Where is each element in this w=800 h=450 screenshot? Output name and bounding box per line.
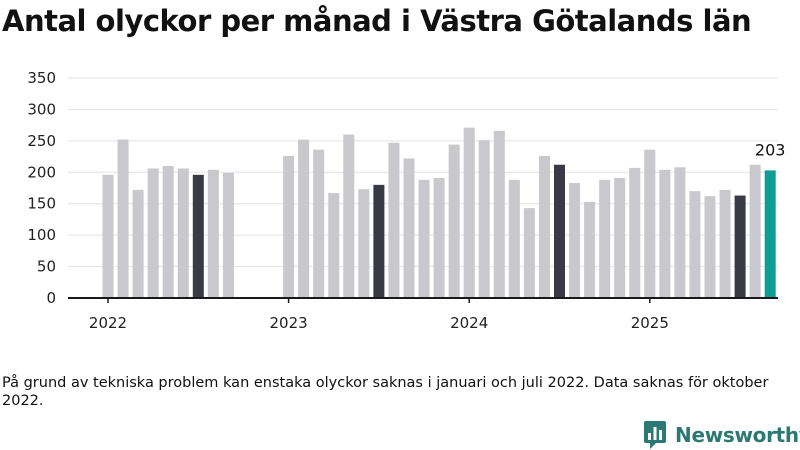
y-tick-label: 100 [27,226,56,244]
x-tick-label: 2023 [270,314,308,332]
y-tick-label: 350 [27,69,56,87]
bar [689,191,701,298]
bar [298,139,310,298]
bar [614,177,626,298]
y-tick-label: 200 [27,163,56,181]
brand-logo: Newsworthy [644,420,800,450]
y-tick-label: 150 [27,195,56,213]
bar [177,168,189,298]
labels: 0 50 100 150 200 250 300 350 203 2022 2023 2024 2025 [27,69,785,332]
bar [508,179,520,298]
bar [644,149,656,298]
bar [569,182,581,298]
bar [478,140,490,298]
x-tick-label: 2024 [450,314,488,332]
x-tick-label: 2025 [631,314,669,332]
bar [629,167,641,298]
bar [358,189,370,298]
bar [403,158,415,298]
bar [584,201,596,298]
bar [388,142,400,298]
bar [719,189,731,298]
footnote: På grund av tekniska problem kan enstaka… [2,375,769,409]
bar [207,169,219,298]
bar [704,196,716,298]
bar [764,170,776,298]
brand-name: Newsworthy [675,423,800,447]
bar [734,195,746,298]
bar [418,179,430,298]
y-tick-label: 300 [27,100,56,118]
bar [192,174,204,298]
axes [68,297,778,303]
bar [599,179,611,298]
bar [749,164,761,298]
bar [162,166,174,298]
bar [523,208,535,298]
bar [132,189,144,298]
bar [328,193,340,298]
bar [433,177,445,298]
bar [448,144,460,298]
bar [117,139,129,298]
bar [674,167,686,298]
newsworthy-logo-icon [644,421,666,449]
bar [554,164,565,298]
bar [222,172,234,298]
bar [283,155,295,298]
bar [102,174,114,298]
bar [538,155,550,298]
bar [147,168,159,298]
x-tick-label: 2022 [89,314,127,332]
y-tick-label: 50 [37,258,56,276]
bars [102,127,776,298]
bar-chart: 0 50 100 150 200 250 300 350 203 2022 2023 2024 2025 [27,69,785,332]
bar [313,149,325,298]
bar [343,134,355,298]
chart-title: Antal olyckor per månad i Västra Götalan… [2,4,752,38]
y-tick-label: 0 [46,289,56,307]
bar [463,127,475,298]
bar [659,169,671,298]
bar [493,130,505,298]
last-value-label: 203 [755,140,786,159]
y-tick-label: 250 [27,132,56,150]
bar [373,184,385,298]
